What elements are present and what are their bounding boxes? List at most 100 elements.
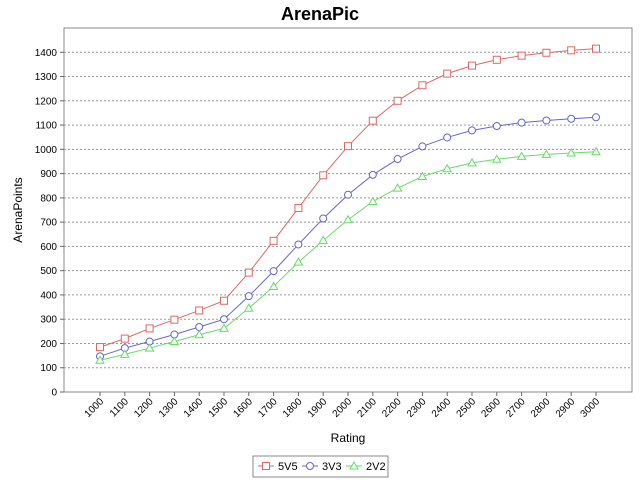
data-point [516,151,527,160]
y-tick-label: 1100 [35,121,57,132]
data-point [418,81,427,90]
data-point [268,281,279,290]
x-tick-label: 2600 [479,396,503,420]
y-tick-label: 100 [40,363,57,374]
y-axis-ticks: 0 100 200 300 400 500 600 700 800 900 1000 1100 1200… [35,48,64,399]
x-tick-label: 1200 [132,396,156,420]
data-point [195,306,204,315]
data-point [542,116,551,125]
data-point [294,240,303,249]
data-point [492,55,501,64]
x-tick-label: 1800 [281,396,305,420]
legend-item-5v5: 5V5 [258,461,298,473]
y-tick-label: 700 [40,218,57,229]
legend-label: 2V2 [366,461,386,473]
data-point [417,171,428,181]
legend-marker [306,462,314,470]
data-point [244,292,253,301]
legend-box [252,455,389,478]
data-point [517,51,526,60]
data-point [294,204,303,213]
x-tick-label: 2300 [405,396,429,420]
x-tick-label: 1600 [231,396,255,420]
x-tick-label: 2700 [504,396,528,420]
legend-marker [262,462,270,470]
data-point [468,61,476,70]
data-point [318,235,329,244]
data-point [443,133,452,142]
x-tick-label: 2100 [355,396,379,420]
data-point [243,303,254,312]
data-point [567,114,576,123]
data-point [467,157,477,167]
data-point [219,323,229,332]
y-tick-label: 0 [51,388,57,399]
data-point [393,96,402,105]
x-tick-label: 2900 [554,396,578,420]
data-point [418,142,427,151]
data-point [194,329,205,339]
data-point [319,214,328,223]
y-tick-label: 1000 [35,145,58,156]
data-point [220,315,228,324]
data-point [195,322,204,331]
x-tick-label: 1100 [108,396,131,419]
y-tick-label: 900 [40,169,57,180]
data-point [392,183,403,192]
x-tick-label: 1000 [83,396,107,420]
data-point [269,267,278,276]
y-tick-label: 200 [40,339,57,350]
y-tick-label: 600 [40,242,57,253]
data-point [343,214,353,224]
legend-marker [349,460,359,470]
y-tick-label: 1200 [35,96,58,107]
data-point [96,343,104,352]
legend-item-2v2: 2V2 [346,460,386,473]
data-point [592,44,600,53]
x-tick-label: 2800 [529,396,553,420]
data-point [517,118,526,127]
data-point [567,46,576,55]
series-2v2 [95,146,601,364]
data-point [144,343,155,352]
x-tick-label: 2400 [430,396,454,420]
x-tick-label: 3000 [579,396,603,420]
y-axis-label: ArenaPoints [11,177,25,242]
data-point [368,116,377,125]
data-point [169,336,180,346]
legend-item-3v3: 3V3 [302,461,342,473]
plot-area [63,27,633,393]
legend-label: 3V3 [322,461,342,473]
y-tick-label: 300 [40,315,57,326]
x-axis-ticks: 1000 1100 1200 1300 1400 1500 1600 1700 1800 1900… [83,392,603,420]
x-tick-label: 1300 [157,396,181,420]
data-point [492,122,501,131]
data-point [443,69,452,78]
x-tick-label: 1900 [306,396,330,420]
y-tick-label: 500 [40,266,57,277]
data-point [244,268,253,277]
legend: 5V5 3V3 2V2 [252,455,389,478]
data-point [393,155,402,164]
data-point [542,48,551,57]
data-point [491,154,502,163]
y-tick-label: 400 [40,290,57,301]
data-point [269,236,278,245]
x-tick-label: 2000 [331,396,355,420]
data-point [368,170,377,179]
y-tick-label: 800 [40,193,57,204]
data-point [293,257,304,266]
chart-title: ArenaPic [281,4,359,24]
x-tick-label: 1700 [256,396,280,420]
series-5v5 [96,44,600,352]
data-point [591,146,601,156]
x-tick-label: 1400 [182,396,206,420]
data-point [566,147,577,157]
data-point [145,324,154,333]
x-tick-label: 2200 [380,396,404,420]
series-layer [95,44,601,364]
y-tick-label: 1400 [35,48,58,59]
data-point [541,149,552,158]
series-3v3 [96,113,600,361]
data-point [592,113,600,122]
